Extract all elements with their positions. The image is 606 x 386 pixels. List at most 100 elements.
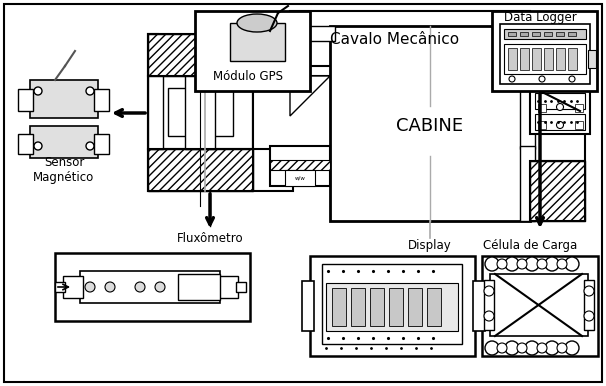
Circle shape bbox=[565, 341, 579, 355]
Text: Célula de Carga: Célula de Carga bbox=[483, 239, 577, 252]
Text: Display: Display bbox=[408, 239, 452, 252]
Bar bbox=[55, 253, 250, 321]
Bar bbox=[302, 281, 314, 331]
Circle shape bbox=[525, 341, 539, 355]
Polygon shape bbox=[290, 76, 330, 116]
Circle shape bbox=[557, 343, 567, 353]
Bar bbox=[94, 134, 109, 154]
Circle shape bbox=[557, 259, 567, 269]
Bar bbox=[30, 126, 98, 158]
Bar bbox=[330, 26, 530, 221]
Bar bbox=[530, 161, 585, 221]
Circle shape bbox=[485, 341, 499, 355]
Circle shape bbox=[86, 142, 94, 150]
Bar bbox=[538, 121, 546, 129]
Bar bbox=[80, 271, 220, 303]
Bar bbox=[556, 48, 565, 70]
Circle shape bbox=[34, 142, 42, 150]
Bar bbox=[504, 29, 586, 39]
Text: CABINE: CABINE bbox=[396, 117, 464, 135]
Circle shape bbox=[584, 286, 594, 296]
Circle shape bbox=[497, 343, 507, 353]
Bar bbox=[148, 34, 253, 76]
Bar bbox=[530, 86, 590, 134]
Circle shape bbox=[484, 286, 494, 296]
Bar bbox=[270, 160, 330, 170]
Circle shape bbox=[509, 76, 515, 82]
Bar bbox=[484, 280, 494, 330]
Bar bbox=[482, 256, 598, 356]
Circle shape bbox=[517, 259, 527, 269]
Bar bbox=[544, 32, 552, 36]
Bar bbox=[270, 146, 330, 186]
Bar bbox=[195, 11, 310, 91]
Bar bbox=[236, 282, 246, 292]
Text: FLUXO: FLUXO bbox=[185, 283, 213, 291]
Bar bbox=[530, 161, 585, 221]
Circle shape bbox=[517, 343, 527, 353]
Bar bbox=[253, 34, 293, 191]
Bar bbox=[584, 280, 594, 330]
Bar bbox=[568, 48, 577, 70]
Circle shape bbox=[484, 311, 494, 321]
Bar bbox=[520, 24, 535, 149]
Bar bbox=[253, 76, 333, 149]
Bar bbox=[63, 276, 83, 298]
Text: Sensor
Magnético: Sensor Magnético bbox=[33, 156, 95, 184]
Bar bbox=[326, 283, 458, 331]
Bar bbox=[508, 48, 517, 70]
Bar bbox=[535, 114, 585, 130]
Circle shape bbox=[497, 259, 507, 269]
Bar bbox=[290, 26, 335, 41]
Circle shape bbox=[539, 76, 545, 82]
Circle shape bbox=[584, 311, 594, 321]
Circle shape bbox=[556, 103, 564, 110]
Circle shape bbox=[569, 76, 575, 82]
Bar bbox=[185, 76, 215, 149]
Bar bbox=[588, 50, 596, 68]
Bar bbox=[178, 274, 220, 300]
Bar bbox=[30, 80, 98, 118]
Bar bbox=[168, 88, 233, 136]
Bar bbox=[473, 281, 485, 331]
Circle shape bbox=[565, 257, 579, 271]
Bar bbox=[55, 282, 65, 292]
Bar bbox=[520, 146, 535, 221]
Bar bbox=[500, 24, 590, 84]
Bar bbox=[148, 149, 253, 191]
Circle shape bbox=[155, 282, 165, 292]
Bar bbox=[285, 170, 315, 186]
Ellipse shape bbox=[237, 14, 277, 32]
Bar bbox=[148, 76, 163, 149]
Bar bbox=[18, 89, 33, 111]
Circle shape bbox=[505, 257, 519, 271]
Circle shape bbox=[545, 341, 559, 355]
Bar bbox=[148, 149, 253, 191]
Bar bbox=[148, 34, 158, 191]
Bar bbox=[290, 11, 530, 66]
Circle shape bbox=[525, 257, 539, 271]
Bar bbox=[310, 256, 475, 356]
Text: Módulo GPS: Módulo GPS bbox=[213, 69, 283, 83]
Bar bbox=[94, 89, 109, 111]
Bar bbox=[535, 93, 585, 109]
Bar bbox=[332, 288, 346, 326]
Bar bbox=[218, 276, 238, 298]
Bar bbox=[544, 48, 553, 70]
Circle shape bbox=[485, 257, 499, 271]
Bar bbox=[520, 48, 529, 70]
Circle shape bbox=[537, 259, 547, 269]
Circle shape bbox=[85, 282, 95, 292]
Bar bbox=[508, 32, 516, 36]
Circle shape bbox=[34, 87, 42, 95]
Bar bbox=[322, 264, 462, 344]
Bar bbox=[148, 76, 253, 149]
Bar bbox=[538, 104, 546, 112]
Bar bbox=[532, 48, 541, 70]
Bar bbox=[230, 23, 285, 61]
Bar bbox=[530, 86, 585, 161]
Circle shape bbox=[545, 257, 559, 271]
Circle shape bbox=[505, 341, 519, 355]
Circle shape bbox=[105, 282, 115, 292]
Text: Data Logger: Data Logger bbox=[504, 12, 576, 24]
